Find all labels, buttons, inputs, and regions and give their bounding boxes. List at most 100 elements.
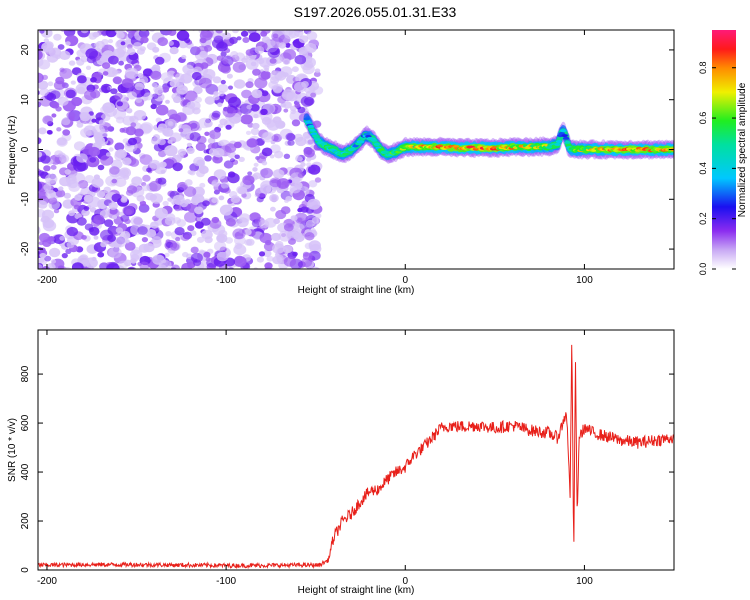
noise-cell bbox=[100, 113, 111, 122]
noise-cell bbox=[295, 232, 303, 239]
noise-cell bbox=[94, 21, 103, 29]
noise-cell bbox=[81, 209, 90, 217]
noise-cell bbox=[101, 38, 109, 46]
noise-cell bbox=[294, 228, 300, 233]
noise-cell bbox=[80, 128, 92, 138]
figure-title: S197.2026.055.01.31.E33 bbox=[294, 4, 457, 20]
noise-cell bbox=[70, 80, 76, 85]
noise-cell bbox=[223, 160, 234, 169]
noise-cell bbox=[126, 47, 136, 56]
noise-cell bbox=[290, 215, 298, 222]
noise-cell bbox=[294, 81, 307, 93]
noise-cell bbox=[214, 241, 227, 252]
noise-cell bbox=[200, 62, 209, 69]
noise-cell bbox=[259, 232, 273, 244]
noise-cell bbox=[236, 36, 242, 41]
noise-cell bbox=[155, 104, 169, 116]
noise-cell bbox=[134, 82, 145, 91]
noise-cell bbox=[219, 204, 233, 216]
noise-cell bbox=[27, 138, 35, 145]
noise-cell bbox=[76, 122, 84, 128]
noise-cell bbox=[229, 36, 238, 45]
noise-cell bbox=[120, 197, 128, 203]
noise-cell bbox=[261, 131, 275, 143]
noise-cell bbox=[84, 89, 97, 101]
noise-cell bbox=[234, 242, 243, 249]
noise-cell bbox=[133, 110, 147, 121]
noise-cell bbox=[137, 73, 144, 78]
snr-xlabel: Height of straight line (km) bbox=[298, 585, 415, 596]
noise-cell bbox=[139, 22, 148, 29]
noise-cell bbox=[258, 219, 270, 229]
noise-cell bbox=[269, 58, 277, 64]
noise-cell bbox=[164, 216, 176, 226]
noise-cell bbox=[93, 132, 101, 139]
noise-cell bbox=[233, 79, 246, 89]
noise-cell bbox=[286, 92, 298, 102]
noise-cell bbox=[108, 202, 118, 210]
colorbar-tick-label: 0.4 bbox=[698, 162, 708, 175]
noise-cell bbox=[228, 171, 236, 178]
noise-cell bbox=[150, 103, 157, 110]
noise-cell bbox=[264, 262, 273, 269]
noise-cell bbox=[308, 240, 321, 251]
noise-cell bbox=[234, 154, 240, 160]
noise-cell bbox=[38, 178, 39, 185]
noise-cell bbox=[224, 143, 237, 154]
noise-cell bbox=[283, 256, 296, 267]
noise-cell bbox=[302, 63, 315, 75]
noise-cell bbox=[250, 104, 260, 112]
noise-cell bbox=[151, 93, 159, 100]
noise-cell bbox=[38, 49, 43, 61]
noise-cell bbox=[216, 55, 224, 61]
noise-cell bbox=[285, 30, 288, 31]
noise-cell bbox=[262, 249, 272, 257]
noise-cell bbox=[71, 96, 83, 107]
noise-cell bbox=[296, 156, 303, 162]
noise-cell bbox=[43, 183, 52, 191]
noise-cell bbox=[167, 109, 178, 118]
noise-cell bbox=[157, 177, 167, 185]
noise-cell bbox=[300, 162, 306, 167]
noise-cell bbox=[225, 124, 232, 130]
noise-cell bbox=[150, 70, 162, 80]
noise-cell bbox=[114, 142, 125, 151]
noise-cell bbox=[123, 233, 131, 239]
noise-cell bbox=[76, 153, 88, 163]
noise-cell bbox=[293, 133, 304, 142]
noise-cell bbox=[133, 42, 142, 50]
noise-cell bbox=[41, 42, 53, 52]
noise-cell bbox=[269, 70, 283, 82]
noise-cell bbox=[245, 49, 254, 56]
noise-cell bbox=[125, 270, 131, 275]
snr-line bbox=[38, 344, 674, 570]
noise-cell bbox=[220, 65, 231, 74]
noise-cell bbox=[57, 96, 69, 106]
noise-cell bbox=[77, 86, 86, 94]
colorbar-gradient bbox=[712, 30, 736, 269]
noise-cell bbox=[118, 60, 124, 66]
noise-cell bbox=[256, 256, 264, 263]
ridge-cell bbox=[382, 150, 389, 154]
noise-cell bbox=[303, 96, 315, 106]
noise-cell bbox=[86, 84, 96, 92]
noise-cell bbox=[59, 50, 71, 60]
noise-cell bbox=[38, 180, 43, 192]
noise-cell bbox=[167, 30, 177, 36]
noise-cell bbox=[203, 69, 216, 80]
noise-cell bbox=[146, 167, 152, 173]
noise-cell bbox=[38, 191, 48, 200]
snr-panel: -200 -100 0 100 0 200 400 600 800 Height of stra… bbox=[7, 329, 675, 596]
noise-cell bbox=[65, 89, 76, 99]
noise-cell bbox=[203, 30, 206, 31]
noise-cell bbox=[247, 171, 253, 176]
noise-cell bbox=[29, 156, 35, 161]
noise-cell bbox=[107, 234, 116, 242]
noise-cell bbox=[139, 261, 150, 269]
noise-cell bbox=[141, 237, 148, 243]
noise-cell bbox=[125, 209, 133, 215]
noise-cell bbox=[176, 269, 188, 279]
noise-cell bbox=[222, 106, 236, 118]
